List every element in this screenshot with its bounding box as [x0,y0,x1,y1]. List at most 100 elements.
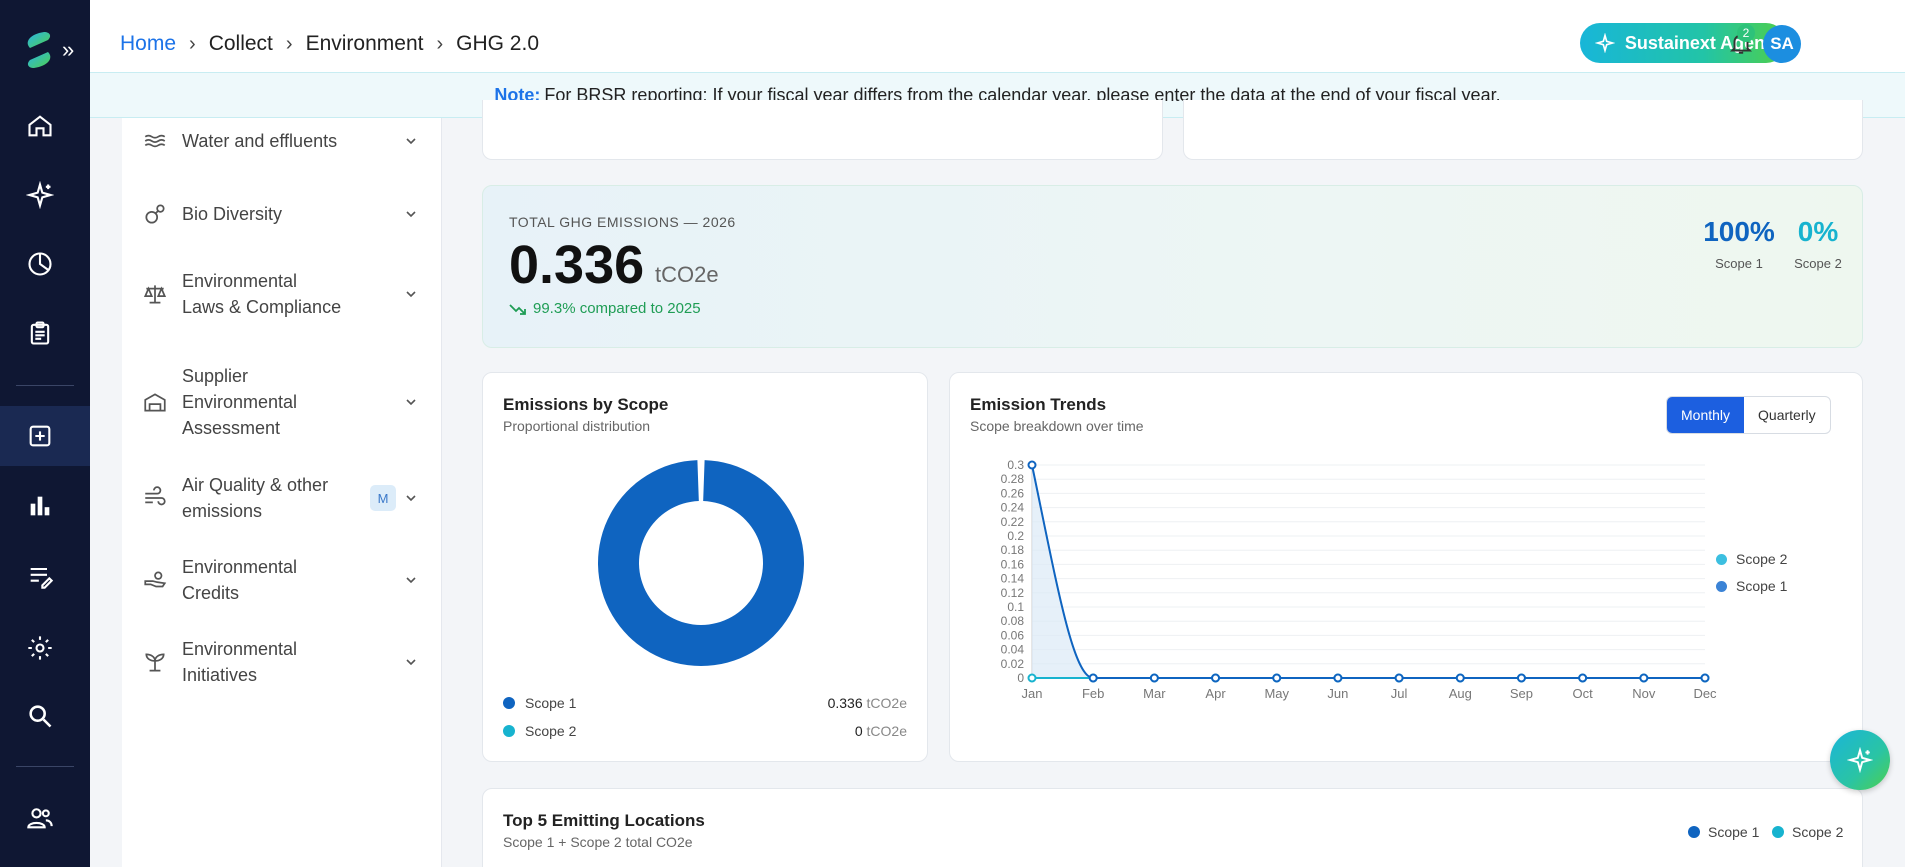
legend-value: 0 tCO2e [855,723,907,739]
toggle-monthly[interactable]: Monthly [1667,397,1745,433]
chevron-down-icon [406,577,416,584]
edit-list-icon[interactable] [22,558,58,594]
summary-card-left [482,100,1163,160]
sidebar-item-initiatives[interactable]: Environmental Initiatives [142,634,432,690]
settings-gear-icon[interactable] [22,630,58,666]
card-title: Emission Trends [970,395,1107,414]
x-tick-label: Jan [1022,686,1043,701]
legend-dot [1716,580,1727,592]
collect-active-bg[interactable] [0,406,90,466]
y-tick-label: 0.24 [1001,501,1025,515]
rail-divider [16,766,74,767]
credits-hand-icon [144,571,167,588]
legend-label: Scope 2 [1736,551,1788,567]
data-point-scope-1[interactable] [1700,673,1710,683]
sidebar-item-water[interactable]: Water and effluents [142,112,432,170]
x-tick-label: Dec [1693,686,1717,701]
y-tick-label: 0.1 [1007,600,1024,614]
sidebar-item-supplier-assessment[interactable]: Supplier Environmental Assessment [142,362,432,442]
scope-donut-chart [598,460,804,666]
data-point-scope-1[interactable] [1272,673,1282,683]
top-legend-scope2: Scope 2 [1772,824,1843,840]
value-number: 0.336 [827,695,863,711]
legend-dot [503,697,515,709]
water-icon [144,134,166,148]
users-icon[interactable] [22,800,58,836]
data-point-scope-1[interactable] [1455,673,1465,683]
data-point-scope-2[interactable] [1027,673,1037,683]
legend-label: Scope 1 [525,695,577,711]
data-point-scope-1[interactable] [1639,673,1649,683]
sparkle-icon [1594,33,1615,53]
breadcrumb-current: GHG 2.0 [456,32,540,55]
pie-chart-icon[interactable] [22,246,58,282]
y-tick-label: 0.18 [1001,543,1025,557]
sidebar-item-label: Bio Diversity [182,204,283,224]
legend-label: Scope 1 [1708,824,1760,840]
data-point-scope-1[interactable] [1211,673,1221,683]
emissions-by-scope-card: Emissions by Scope Proportional distribu… [482,372,928,762]
sidebar-item-biodiversity[interactable]: Bio Diversity [142,194,432,234]
legend-dot [1716,553,1727,565]
data-point-scope-1[interactable] [1027,460,1037,470]
x-tick-label: Sep [1510,686,1533,701]
donut-slice-scope-1[interactable] [598,460,804,666]
data-point-scope-1[interactable] [1394,673,1404,683]
breadcrumb-home[interactable]: Home [120,32,177,55]
data-point-scope-1[interactable] [1333,673,1343,683]
add-square-icon[interactable] [22,418,58,454]
bar-chart-icon[interactable] [22,488,58,524]
app-logo[interactable] [22,30,56,70]
scope1-percent: 100% [1703,216,1775,247]
emission-trends-chart: 00.020.040.060.080.10.120.140.160.180.20… [1001,458,1717,701]
sidebar-item-label: Environmental Laws & Compliance [182,271,342,317]
y-tick-label: 0.3 [1007,458,1024,472]
sparkle-icon [1847,747,1873,773]
breadcrumb-environment[interactable]: Environment [305,32,424,55]
data-point-scope-1[interactable] [1088,673,1098,683]
trend-legend-scope2: Scope 2 [1716,551,1787,567]
y-tick-label: 0.02 [1001,657,1025,671]
sidebar-item-credits[interactable]: Environmental Credits [142,552,432,608]
sidebar-item-label: Environmental Credits [182,557,298,603]
legend-label: Scope 2 [525,723,577,739]
sidebar-item-laws-compliance[interactable]: Environmental Laws & Compliance [142,254,432,334]
search-icon[interactable] [22,698,58,734]
factory-icon [144,393,166,412]
scale-icon [143,285,167,304]
scope1-percent-label: Scope 1 [1715,256,1763,271]
chevron-down-icon [406,659,416,666]
biodiversity-icon [145,204,165,224]
area-scope-1 [1032,465,1094,678]
chevron-right-icon: › [285,32,293,55]
home-icon[interactable] [22,108,58,144]
scope2-percent: 0% [1797,216,1839,247]
data-point-scope-1[interactable] [1578,673,1588,683]
expand-rail-icon[interactable]: » [62,37,75,62]
data-point-scope-1[interactable] [1149,673,1159,683]
y-tick-label: 0.04 [1001,643,1025,657]
value-unit: tCO2e [866,723,907,739]
series-line-scope-1 [1031,464,1705,679]
rail-divider [16,385,74,386]
mandatory-badge: M [370,485,396,511]
legend-dot [1772,826,1784,838]
total-label: TOTAL GHG EMISSIONS — 2026 [509,214,736,230]
card-subtitle: Proportional distribution [503,418,651,434]
legend-dot [1688,826,1700,838]
top-header: Home › Collect › Environment › GHG 2.0 S… [90,0,1905,72]
agent-fab-button[interactable] [1830,730,1890,790]
total-unit: tCO2e [655,262,719,287]
sparkle-icon[interactable] [22,177,58,213]
note-label: Note: [494,84,541,105]
avatar[interactable]: SA [1763,25,1801,63]
toggle-quarterly[interactable]: Quarterly [1758,407,1816,423]
data-point-scope-1[interactable] [1516,673,1526,683]
clipboard-icon[interactable] [22,315,58,351]
breadcrumb-collect[interactable]: Collect [208,32,273,55]
sidebar-item-label: Supplier Environmental Assessment [182,366,298,438]
sidebar-item-air-quality[interactable]: Air Quality & other emissions M [142,470,432,526]
y-tick-label: 0.22 [1001,515,1025,529]
sustainext-agent-button[interactable]: Sustainext Agent [1580,23,1786,63]
scope2-percent-label: Scope 2 [1794,256,1842,271]
